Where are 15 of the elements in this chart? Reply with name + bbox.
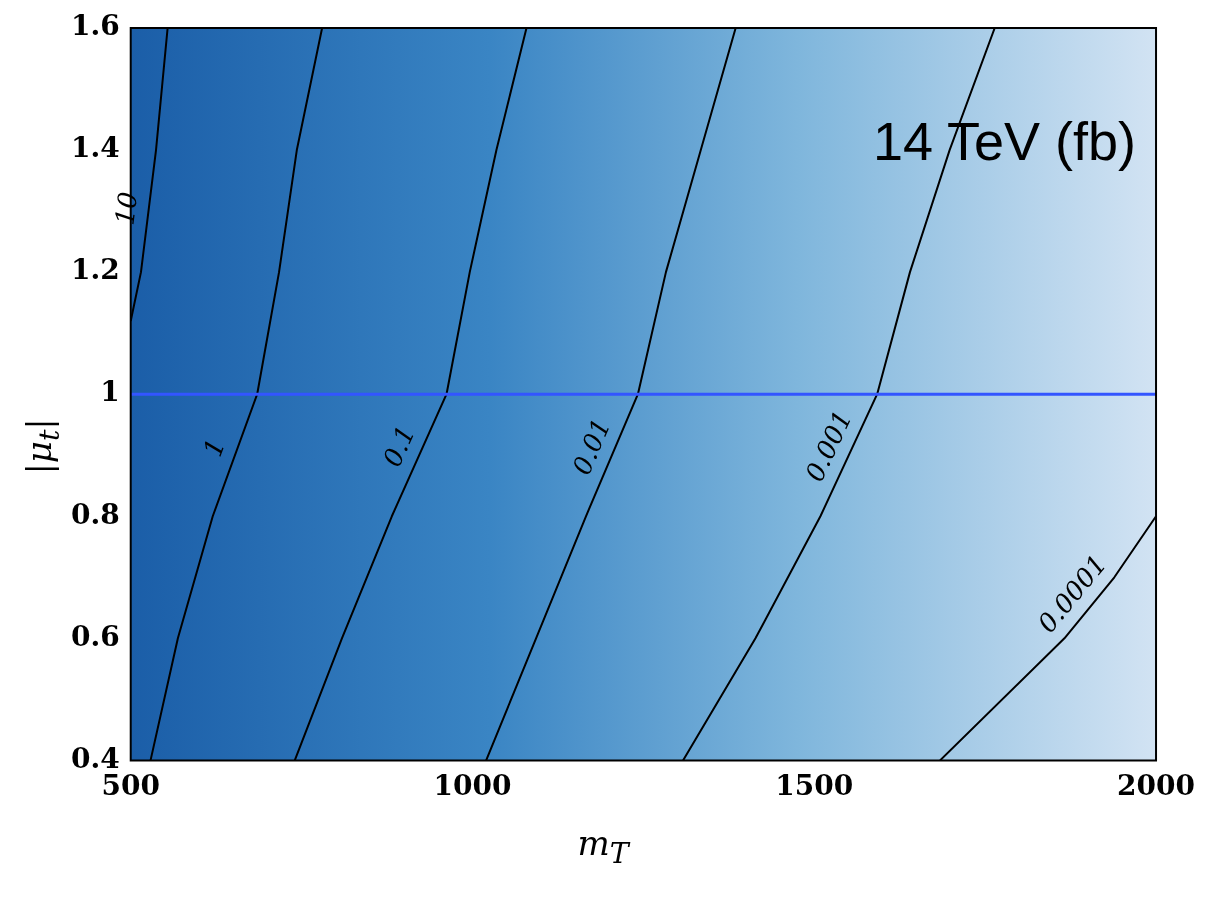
y-tick-label: 1.2 bbox=[70, 253, 120, 287]
text: 0.001 bbox=[799, 405, 858, 486]
x-axis-title: m$_{T}$ bbox=[576, 823, 632, 870]
y-tick-label: 0.6 bbox=[70, 619, 120, 653]
text: 10 bbox=[109, 190, 144, 227]
text: 1 bbox=[197, 434, 231, 461]
y-tick-label: 0.8 bbox=[70, 497, 120, 531]
x-tick-label: 1000 bbox=[433, 769, 512, 803]
text: 0.01 bbox=[566, 414, 617, 480]
y-tick-label: 1.6 bbox=[70, 9, 120, 43]
y-tick-label: 1.4 bbox=[70, 131, 120, 165]
text: 0.1 bbox=[376, 421, 422, 472]
y-tick-label: 1 bbox=[100, 375, 120, 409]
x-tick-label: 2000 bbox=[1117, 769, 1195, 803]
x-tick-label: 1500 bbox=[775, 769, 854, 803]
